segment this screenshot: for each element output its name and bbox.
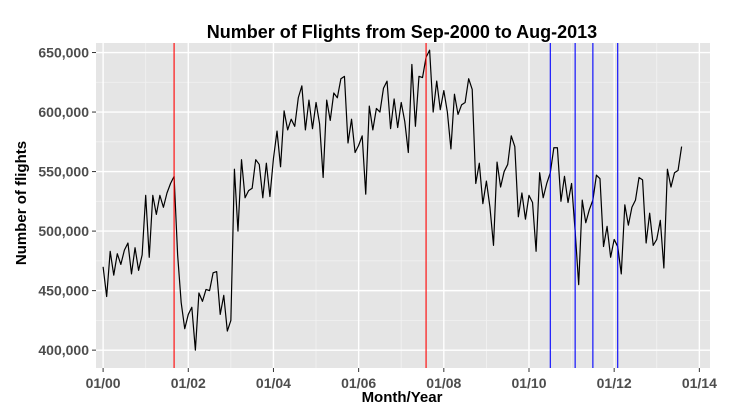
flights-series-line	[102, 49, 683, 351]
event-lines	[173, 43, 619, 368]
x-tick-label: 01/04	[256, 375, 291, 391]
y-tick-label: 550,000	[38, 164, 89, 180]
y-tick-label: 500,000	[38, 223, 89, 239]
x-tick-label: 01/10	[511, 375, 546, 391]
chart-title: Number of Flights from Sep-2000 to Aug-2…	[207, 22, 597, 42]
y-tick-label: 650,000	[38, 45, 89, 61]
x-axis-title: Month/Year	[362, 389, 443, 406]
y-axis-title: Number of flights	[13, 141, 30, 265]
y-tick-label: 600,000	[38, 104, 89, 120]
x-tick-label: 01/00	[86, 375, 121, 391]
series-layer	[102, 49, 683, 351]
x-tick-label: 01/12	[597, 375, 632, 391]
x-tick-label: 01/14	[682, 375, 717, 391]
x-tick-label: 01/08	[426, 375, 461, 391]
x-tick-label: 01/06	[341, 375, 376, 391]
y-axis-ticks: 400,000 450,000 500,000 550,000 600,000 650,0…	[38, 45, 96, 358]
minor-gridlines	[96, 43, 710, 368]
x-axis-ticks: 01/00 01/02 01/04 01/06 01/08 01/10 01/12 01/14	[86, 368, 717, 391]
y-tick-label: 450,000	[38, 283, 89, 299]
plot-panel	[96, 43, 710, 368]
x-tick-label: 01/02	[171, 375, 206, 391]
major-gridlines	[96, 43, 710, 368]
y-tick-label: 400,000	[38, 342, 89, 358]
